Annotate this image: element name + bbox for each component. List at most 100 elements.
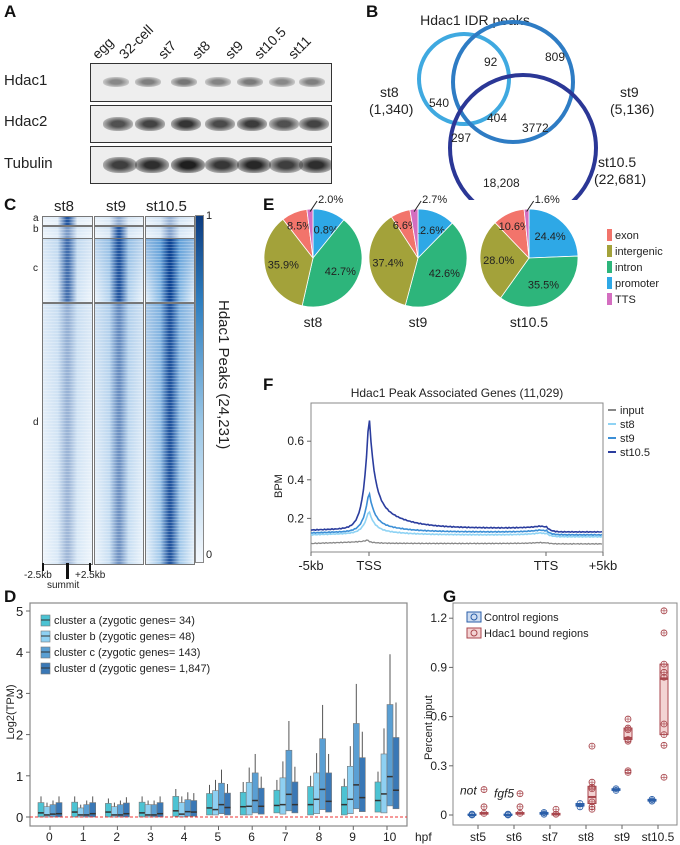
data-point-cross (661, 607, 667, 614)
data-point-cross (553, 811, 559, 818)
blot-band (299, 77, 325, 87)
y-tick-label: 0 (16, 810, 23, 825)
x-tick-label: 7 (282, 830, 289, 844)
data-point-cross (469, 811, 475, 818)
venn-set-label: st8 (380, 84, 399, 100)
axis-tick (66, 563, 69, 579)
venn-region-value: 3772 (522, 121, 549, 135)
venn-set-label: st9 (620, 84, 639, 100)
box (105, 803, 112, 818)
pie-slice-label: 24.4% (534, 231, 565, 243)
y-tick-label: 4 (16, 645, 23, 660)
box (346, 766, 354, 815)
heatmap-block (145, 238, 195, 303)
x-tick-label: 0 (46, 830, 53, 844)
venn-region-value: 540 (429, 96, 450, 110)
pie-leader-line (526, 200, 535, 212)
venn-set-count: (1,340) (369, 101, 414, 117)
y-tick-label: 0.3 (430, 759, 447, 773)
venn-region-value: 92 (484, 55, 498, 69)
y-tick-label: 1 (16, 769, 23, 784)
blot-band (269, 117, 299, 131)
blot-row-label: Hdac1 (4, 72, 48, 89)
heatmap-block (145, 216, 195, 226)
box (251, 772, 259, 814)
panel-label-f: F (263, 375, 274, 394)
box (218, 782, 225, 815)
blot-band (205, 77, 231, 87)
legend-swatch (607, 293, 612, 305)
x-tick-label: st9 (614, 830, 630, 844)
data-point-cross (661, 661, 667, 668)
pie-slice-label: 2.7% (422, 194, 447, 206)
venn-diagram (417, 20, 598, 200)
data-point-cross (625, 726, 631, 733)
data-point-cross (661, 731, 667, 738)
box (190, 800, 198, 817)
pie-slice-intergenic (263, 218, 314, 307)
data-point-cross (649, 796, 655, 803)
x-tick-label: TTS (534, 558, 559, 573)
heatmap-block (94, 303, 144, 565)
box (358, 757, 366, 812)
pie-slice-intergenic (368, 216, 419, 306)
data-point-cross (613, 785, 619, 792)
legend-label: TTS (615, 294, 636, 306)
data-point-cross (481, 810, 487, 817)
blot-hdac1 (90, 63, 332, 102)
box (374, 781, 382, 813)
line-series-input (310, 539, 603, 546)
venn-circle-st10-5 (448, 73, 598, 200)
colorbar-max-label: 1 (206, 210, 213, 222)
box (285, 749, 293, 812)
box (380, 753, 388, 814)
cluster-label: d (33, 417, 39, 428)
venn-set-count: (22,681) (594, 171, 647, 187)
heatmap-block (42, 216, 93, 226)
y-tick-label: 0.2 (287, 511, 304, 525)
x-label-summit: summit (47, 580, 80, 591)
legend-swatch (607, 261, 612, 273)
x-tick-label: +5kb (589, 558, 618, 573)
venn-region-value: 809 (545, 50, 566, 64)
venn-circle-st9 (451, 20, 575, 144)
box (206, 793, 213, 816)
x-axis-label: hpf (415, 830, 432, 844)
data-point-cross (661, 674, 667, 681)
y-axis-label: Percent input (423, 695, 435, 760)
venn-set-label: st10.5 (598, 154, 637, 170)
line-series-st9 (310, 491, 603, 537)
y-tick-label: 2 (16, 728, 23, 743)
y-tick-label: 3 (16, 686, 23, 701)
panel-label-b: B (366, 2, 379, 21)
box (273, 789, 281, 814)
blot-band (269, 157, 303, 173)
box (386, 704, 394, 807)
pie-slice-label: 35.9% (268, 260, 299, 272)
box (184, 799, 192, 817)
x-tick-label: st10.5 (642, 830, 675, 844)
legend-label: cluster d (zygotic genes= 1,847) (54, 663, 210, 675)
legend-label: exon (615, 230, 639, 242)
x-tick-label: 1 (80, 830, 87, 844)
venn-circle-st8 (417, 32, 511, 126)
box (212, 790, 219, 816)
blot-band (205, 157, 239, 173)
x-tick-label: 5 (215, 830, 222, 844)
data-point-cross (661, 720, 667, 727)
venn-region-value: 18,208 (483, 176, 520, 190)
plot-frame-f (310, 402, 604, 553)
panel-label-e: E (263, 195, 275, 214)
box (55, 802, 63, 818)
pie-slice-intron (404, 222, 468, 308)
legend-label: input (620, 405, 644, 417)
x-tick-label: -5kb (298, 558, 323, 573)
pie-slice-label: 42.6% (429, 268, 460, 280)
y-tick-label: 0.4 (287, 473, 304, 487)
blot-band (171, 117, 201, 131)
legend-swatch (466, 611, 482, 623)
x-tick-label: st6 (506, 830, 522, 844)
blot-band (237, 77, 263, 87)
venn-region-value: 404 (487, 111, 508, 125)
